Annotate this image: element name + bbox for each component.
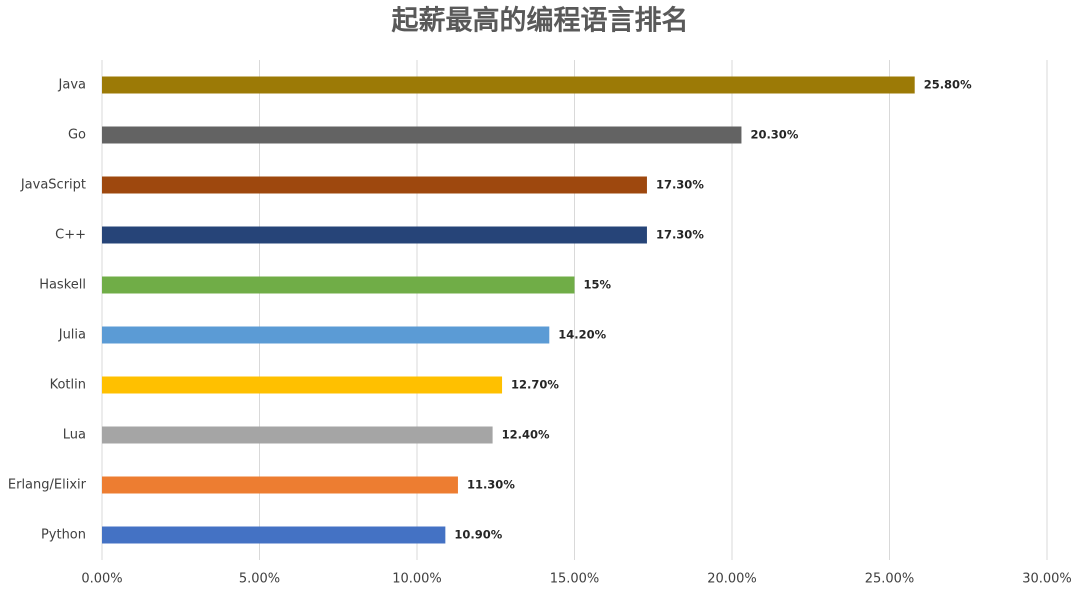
- x-tick-label: 25.00%: [865, 572, 915, 587]
- bar: [102, 326, 550, 344]
- y-tick-label: Lua: [63, 428, 86, 443]
- value-label: 10.90%: [454, 528, 502, 542]
- bar: [102, 226, 647, 244]
- chart-title: 起薪最高的编程语言排名: [392, 5, 689, 37]
- x-tick-label: 15.00%: [550, 572, 600, 587]
- value-label: 17.30%: [656, 228, 704, 242]
- x-tick-label: 10.00%: [392, 572, 442, 587]
- y-tick-label: Haskell: [39, 278, 86, 293]
- value-label: 25.80%: [924, 78, 972, 92]
- value-label: 20.30%: [750, 128, 798, 142]
- bar: [102, 276, 575, 294]
- x-tick-label: 5.00%: [239, 572, 280, 587]
- value-label: 12.40%: [502, 428, 550, 442]
- bar: [102, 526, 446, 544]
- y-tick-label: Java: [58, 78, 86, 93]
- y-tick-label: JavaScript: [20, 178, 86, 193]
- value-label: 11.30%: [467, 478, 515, 492]
- bar: [102, 176, 647, 194]
- y-tick-label: Erlang/Elixir: [8, 478, 87, 493]
- y-tick-label: C++: [55, 228, 86, 243]
- bar: [102, 426, 493, 444]
- value-label: 12.70%: [511, 378, 559, 392]
- bar: [102, 376, 503, 394]
- value-label: 14.20%: [558, 328, 606, 342]
- x-tick-label: 0.00%: [81, 572, 122, 587]
- y-tick-label: Go: [68, 128, 86, 143]
- y-tick-label: Julia: [58, 328, 86, 343]
- bar: [102, 76, 915, 94]
- bar: [102, 476, 458, 494]
- bar: [102, 126, 742, 144]
- value-label: 15%: [584, 278, 612, 292]
- x-tick-label: 20.00%: [707, 572, 757, 587]
- x-tick-label: 30.00%: [1022, 572, 1072, 587]
- value-label: 17.30%: [656, 178, 704, 192]
- y-tick-label: Kotlin: [50, 378, 86, 393]
- y-tick-label: Python: [41, 528, 86, 543]
